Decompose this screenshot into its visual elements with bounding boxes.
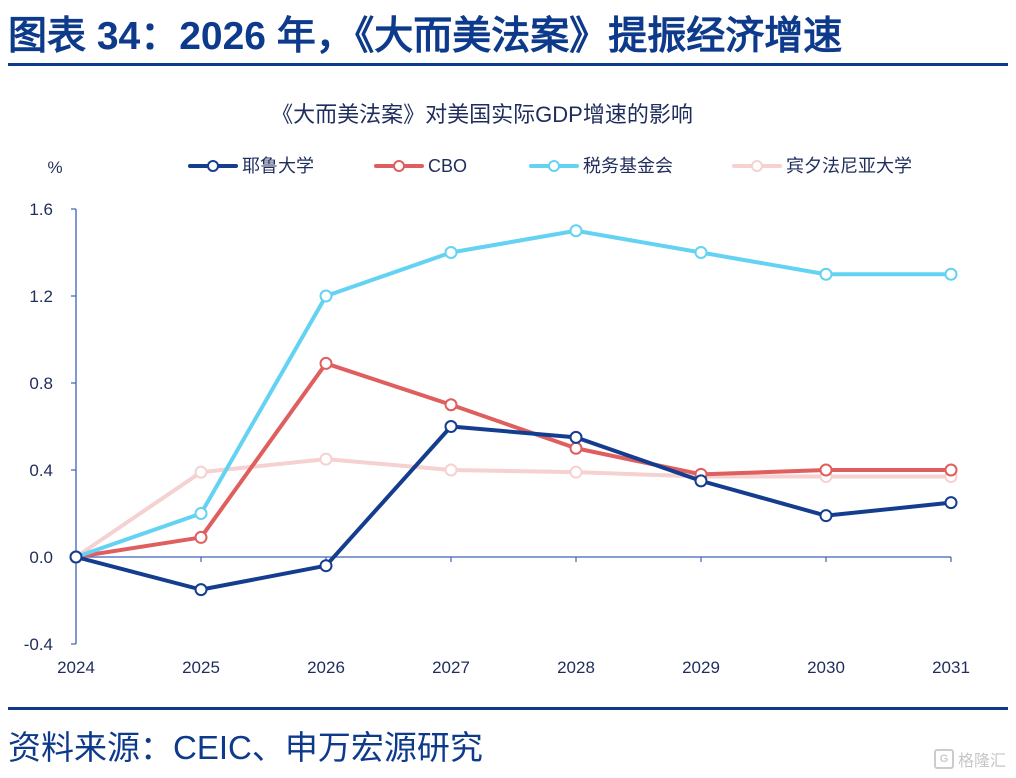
data-point <box>569 224 583 238</box>
x-tick-label: 2031 <box>932 658 970 677</box>
data-point <box>819 509 833 523</box>
source-rule <box>8 707 1008 710</box>
data-point <box>194 507 208 520</box>
series-1 <box>69 356 958 564</box>
data-point <box>69 550 83 564</box>
legend-item-0: 耶鲁大学 <box>188 156 314 176</box>
data-point <box>819 267 833 281</box>
data-point <box>569 430 583 444</box>
axes: -0.4 0.0 0.4 0.8 1.2 1.6 2024 2025 2026 2027 2028 2… <box>24 200 970 677</box>
legend-marker <box>207 160 219 172</box>
series-line <box>74 228 953 559</box>
data-point <box>319 356 333 370</box>
data-point <box>944 496 958 510</box>
y-tick-label: -0.4 <box>24 635 53 654</box>
legend-item-1: CBO <box>374 156 467 176</box>
data-point <box>694 246 708 259</box>
y-axis-unit: % <box>47 158 62 177</box>
legend-label: CBO <box>428 156 467 176</box>
watermark-text: 格隆汇 <box>957 753 1006 770</box>
legend-item-2: 税务基金会 <box>529 156 673 176</box>
x-tick-label: 2030 <box>807 658 845 677</box>
x-tick-label: 2024 <box>57 658 95 677</box>
series-0 <box>69 420 958 597</box>
y-tick-label: 0.0 <box>29 548 53 567</box>
y-tick-label: 0.4 <box>29 461 53 480</box>
x-tick-label: 2029 <box>682 658 720 677</box>
series-line <box>74 361 953 559</box>
data-point <box>944 463 958 477</box>
line-chart: 《大而美法案》对美国实际GDP增速的影响 % 耶鲁大学 CBO 税务基金会 宾夕法尼亚… <box>24 102 970 677</box>
chart-title: 《大而美法案》对美国实际GDP增速的影响 <box>271 102 693 127</box>
x-tick-label: 2025 <box>182 658 220 677</box>
legend-label: 宾夕法尼亚大学 <box>786 156 912 176</box>
legend-marker <box>751 160 763 172</box>
title-rule <box>8 63 1008 66</box>
x-tick-label: 2027 <box>432 658 470 677</box>
series-layer <box>69 224 958 597</box>
data-point <box>819 463 833 477</box>
watermark-logo-icon: G <box>933 749 954 769</box>
data-point <box>444 463 458 477</box>
figure-title: 图表 34：2026 年，《大而美法案》提振经济增速 <box>8 15 843 58</box>
watermark: G 格隆汇 <box>933 746 1006 772</box>
legend: 耶鲁大学 CBO 税务基金会 宾夕法尼亚大学 <box>188 156 912 176</box>
y-tick-label: 0.8 <box>29 374 53 393</box>
data-point <box>194 583 208 597</box>
data-point <box>319 559 333 573</box>
data-point <box>694 474 708 488</box>
x-tick-label: 2026 <box>307 658 345 677</box>
data-point <box>194 530 208 544</box>
data-point <box>569 441 583 455</box>
legend-item-3: 宾夕法尼亚大学 <box>732 156 912 176</box>
y-tick-label: 1.2 <box>29 287 53 306</box>
data-point <box>944 267 958 281</box>
data-point <box>194 465 208 479</box>
legend-marker <box>393 160 405 172</box>
x-tick-label: 2028 <box>557 658 595 677</box>
data-point <box>444 246 458 259</box>
data-point <box>569 465 583 479</box>
data-point <box>444 420 458 433</box>
data-point <box>444 398 458 412</box>
legend-label: 税务基金会 <box>583 156 673 176</box>
legend-label: 耶鲁大学 <box>242 156 314 176</box>
series-line <box>74 424 953 592</box>
legend-marker <box>548 160 560 172</box>
series-line <box>74 457 953 559</box>
data-point <box>319 289 333 303</box>
y-tick-label: 1.6 <box>29 200 53 219</box>
source-note: 资料来源：CEIC、申万宏源研究 <box>8 729 483 766</box>
data-point <box>319 452 333 466</box>
